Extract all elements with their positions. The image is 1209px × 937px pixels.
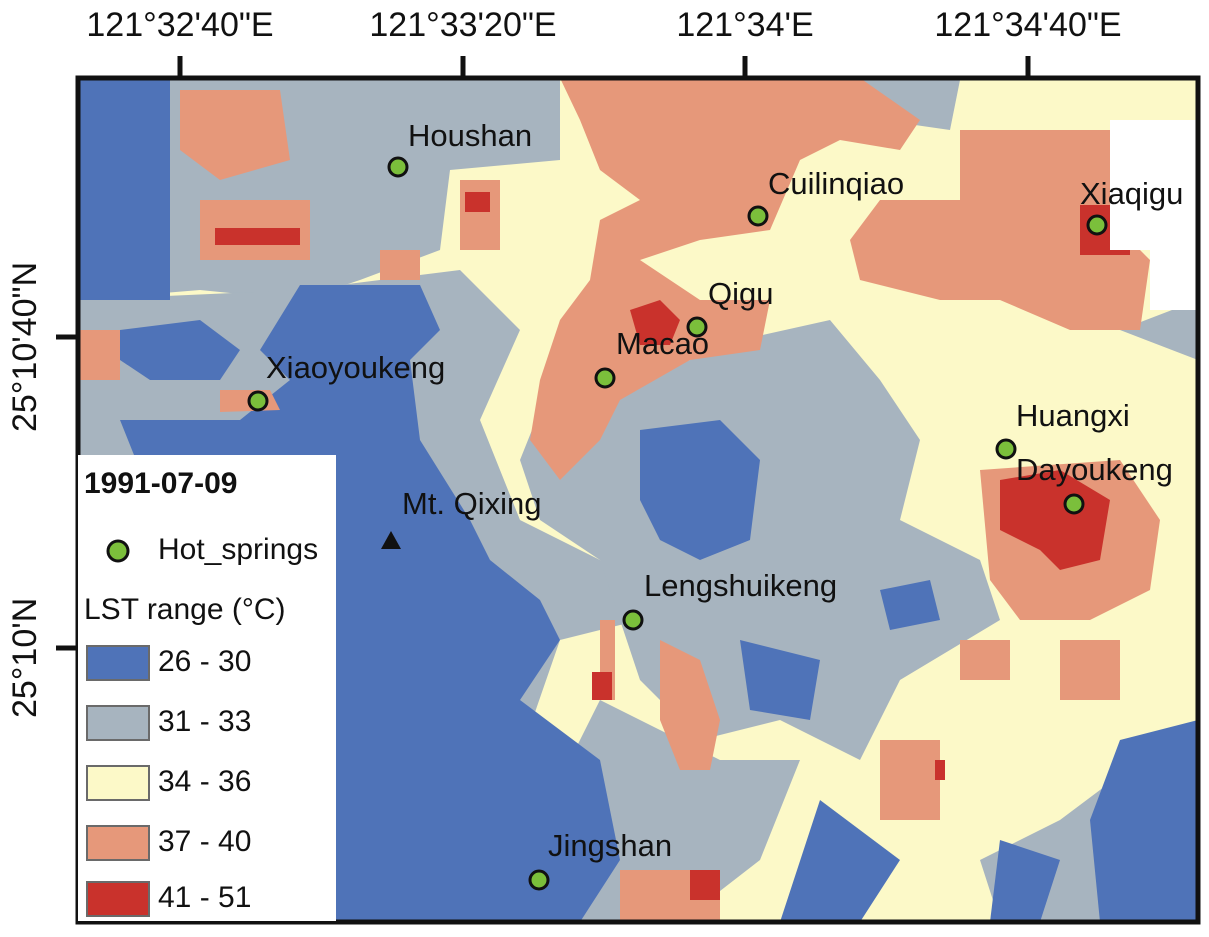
legend-class-label: 34 - 36 <box>158 765 252 798</box>
left-ticks <box>56 334 78 651</box>
legend-class-label: 31 - 33 <box>158 705 252 738</box>
legend-swatch <box>86 765 150 801</box>
site-label-cuilinqiao: Cuilinqiao <box>768 166 905 201</box>
hot-spring-marker <box>528 869 550 891</box>
legend-hot-springs-label: Hot_springs <box>158 533 319 566</box>
site-label-huangxi: Huangxi <box>1016 398 1130 433</box>
hot-spring-marker <box>1086 214 1108 236</box>
site-label-dayoukeng: Dayoukeng <box>1016 452 1173 487</box>
hot-spring-marker <box>1063 493 1085 515</box>
top-tick-label: 121°34'40"E <box>934 6 1122 44</box>
hot-spring-marker <box>387 156 409 178</box>
site-label-jingshan: Jingshan <box>548 828 673 863</box>
hot-spring-legend-icon <box>106 539 130 563</box>
site-label-lengshuikeng: Lengshuikeng <box>644 568 838 603</box>
left-tick-label: 25°10'40"N <box>6 261 44 432</box>
site-label-macao: Macao <box>616 326 710 361</box>
top-ticks <box>177 56 1031 78</box>
map-legend: 1991-07-09 Hot_springs LST range (°C) 26… <box>78 455 336 921</box>
legend-swatch <box>86 881 150 917</box>
site-label-xiaqigu: Xiaqigu <box>1080 176 1184 211</box>
site-label-qigu: Qigu <box>708 276 774 311</box>
top-tick-label: 121°32'40"E <box>86 6 274 44</box>
hot-spring-marker <box>622 609 644 631</box>
legend-swatch <box>86 825 150 861</box>
peak-marker <box>381 531 401 549</box>
legend-class-label: 41 - 51 <box>158 881 252 914</box>
site-label-houshan: Houshan <box>408 118 533 153</box>
hot-spring-marker <box>594 367 616 389</box>
legend-lst-title: LST range (°C) <box>84 593 286 626</box>
hot-spring-marker <box>995 438 1017 460</box>
legend-class-label: 26 - 30 <box>158 645 252 678</box>
site-markers <box>247 156 1108 891</box>
legend-date: 1991-07-09 <box>84 467 238 500</box>
hot-spring-marker <box>686 316 708 338</box>
top-tick-label: 121°34'E <box>676 6 814 44</box>
legend-swatch <box>86 705 150 741</box>
site-label-mt-qixing: Mt. Qixing <box>402 486 542 521</box>
legend-swatch <box>86 645 150 681</box>
hot-spring-marker <box>247 390 269 412</box>
legend-class-label: 37 - 40 <box>158 825 252 858</box>
left-tick-label: 25°10'N <box>6 597 44 718</box>
site-label-xiaoyoukeng: Xiaoyoukeng <box>266 350 446 385</box>
top-tick-label: 121°33'20"E <box>369 6 557 44</box>
hot-spring-marker <box>747 205 769 227</box>
